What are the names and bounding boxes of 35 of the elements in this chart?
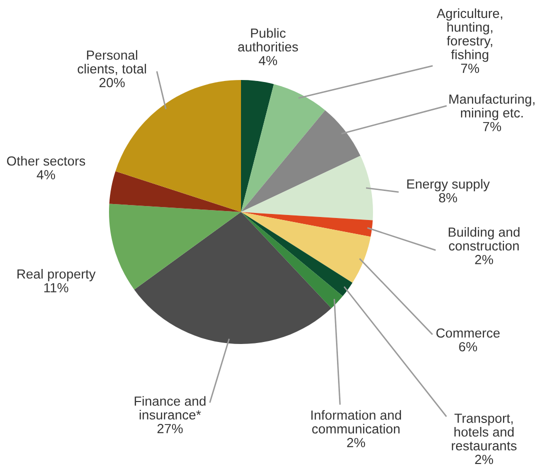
- data-label: 4%: [36, 170, 56, 180]
- pie-slice: [241, 84, 326, 212]
- pie-slice: [241, 212, 371, 283]
- data-label: 2%: [347, 438, 366, 448]
- data-label: 20%: [99, 78, 125, 88]
- pie-slice: [241, 212, 352, 296]
- pie-slice: [241, 212, 373, 237]
- pie-slice: [241, 80, 274, 212]
- pie-slice: [134, 212, 332, 344]
- slice-label: Building and construction: [448, 227, 520, 251]
- data-label: 6%: [459, 342, 478, 352]
- slice-label: Energy supply: [407, 178, 490, 192]
- data-label: 8%: [439, 193, 458, 202]
- data-label: 11%: [44, 283, 68, 292]
- data-label: 7%: [483, 122, 502, 132]
- slice-label: Finance and insurance*: [134, 396, 206, 420]
- slice-label: Real property: [17, 268, 96, 282]
- data-label: 7%: [461, 64, 480, 73]
- slice-label: Agriculture, hunting, forestry, fishing: [436, 8, 502, 62]
- pie-slice: [109, 204, 241, 290]
- data-label: 2%: [475, 254, 494, 264]
- slice-label: Personal clients, total: [78, 50, 146, 76]
- slice-label: Transport, hotels and restaurants: [452, 414, 517, 450]
- pie-slice: [109, 171, 241, 212]
- slice-label: Commerce: [436, 328, 500, 338]
- slice-label: Information and communication: [311, 410, 401, 434]
- data-label: 27%: [157, 424, 183, 434]
- pie-slice: [241, 156, 373, 220]
- pie-slice: [241, 212, 343, 308]
- slice-label: Other sectors: [7, 156, 86, 166]
- slice-label: Public authorities: [238, 28, 298, 52]
- slice-label: Manufacturing, mining etc.: [449, 94, 534, 120]
- pie-slice: [241, 110, 360, 212]
- data-label: 4%: [258, 56, 278, 66]
- data-label: 2%: [475, 454, 494, 464]
